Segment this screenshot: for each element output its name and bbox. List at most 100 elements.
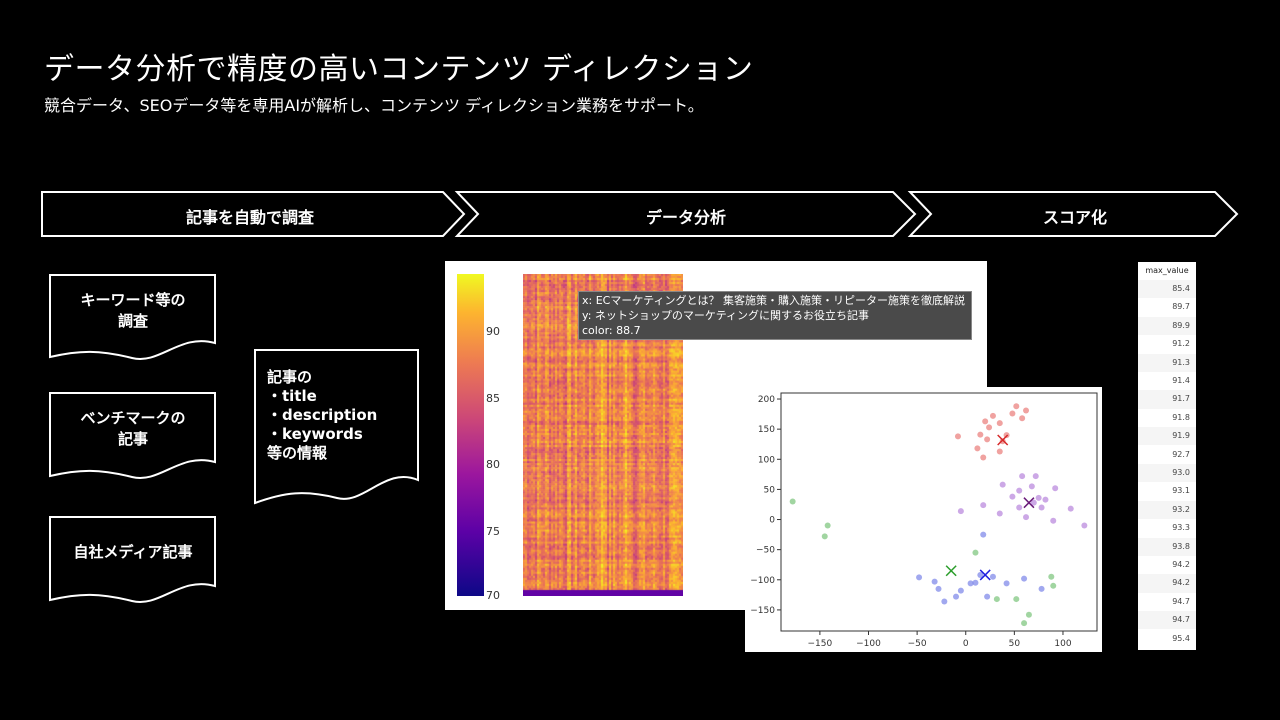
table-row: 92.7: [1138, 445, 1196, 464]
colorbar-tick: 75: [486, 525, 500, 538]
table-row: 94.2: [1138, 574, 1196, 593]
table-row: 91.3: [1138, 353, 1196, 372]
table-row: 89.7: [1138, 298, 1196, 317]
y-tick-label: 100: [758, 455, 775, 465]
scatter-point: [1016, 487, 1023, 494]
table-row: 93.1: [1138, 482, 1196, 501]
info-line: 等の情報: [267, 444, 328, 462]
scatter-point: [1013, 403, 1020, 410]
scatter-point: [1038, 585, 1045, 592]
x-tick-label: 100: [1054, 639, 1071, 649]
scatter-point: [1050, 517, 1057, 524]
scatter-point: [996, 510, 1003, 517]
table-row: 85.4: [1138, 280, 1196, 299]
scatter-panel: −150 −100 −50 0 50 100 200 150 100 50 0 −50 −100 −150: [745, 387, 1102, 652]
scatter-point: [977, 571, 984, 578]
step-label-1: 記事を自動で調査: [185, 208, 314, 227]
doc-shape-1: [49, 274, 216, 360]
doc-keyword-line2: 調査: [117, 312, 148, 330]
scatter-point: [1021, 620, 1028, 627]
scatter-point: [1023, 514, 1030, 521]
doc-benchmark-line2: 記事: [117, 430, 148, 448]
info-line: ・keywords: [267, 425, 363, 443]
scatter-point: [1021, 575, 1028, 582]
info-line: ・description: [267, 406, 378, 424]
y-tick-label: −100: [750, 576, 775, 586]
table-row: 93.0: [1138, 464, 1196, 483]
scatter-point: [989, 412, 996, 419]
table-row: 93.8: [1138, 537, 1196, 556]
scatter-point: [935, 585, 942, 592]
doc-keyword-line1: キーワード等の: [80, 291, 186, 309]
step-arrow-3: [907, 191, 1239, 237]
scatter-point: [789, 498, 796, 505]
scatter-point: [916, 574, 923, 581]
scatter-point: [957, 508, 964, 515]
scatter-point: [1016, 504, 1023, 511]
scatter-point: [993, 596, 1000, 603]
scatter-point: [1032, 473, 1039, 480]
y-tick-label: −50: [756, 546, 775, 556]
centroid-marker: [979, 569, 991, 581]
scatter-point: [1023, 407, 1030, 414]
doc-shape-2: [49, 392, 216, 479]
scatter-point: [1067, 505, 1074, 512]
step-arrow-1: [41, 191, 466, 237]
table-row: 93.2: [1138, 500, 1196, 519]
doc-shape-3: [49, 516, 216, 603]
score-table: max_value 85.4 89.7 89.9 91.2 91.3 91.4 91.7 91…: [1138, 262, 1196, 650]
tooltip-color: color: 88.7: [582, 324, 641, 337]
tooltip-x: x: ECマーケティングとは？ 集客施策・購入施策・リピーター施策を徹底解説: [582, 294, 965, 307]
y-tick-label: 200: [758, 395, 775, 405]
scatter-point: [972, 579, 979, 586]
scatter-point: [989, 573, 996, 580]
centroid-marker: [997, 434, 1009, 446]
scatter-point: [1030, 499, 1037, 506]
scatter-point: [1019, 415, 1026, 422]
scatter-point: [953, 593, 960, 600]
scatter-point: [982, 418, 989, 425]
y-tick-label: −150: [750, 606, 775, 616]
scatter-point: [1009, 410, 1016, 417]
scatter-point: [967, 580, 974, 587]
scatter-point: [972, 549, 979, 556]
colorbar-tick: 85: [486, 392, 500, 405]
scatter-point: [1081, 522, 1088, 529]
table-row: 91.4: [1138, 372, 1196, 391]
x-tick-label: 0: [963, 639, 969, 649]
scatter-point: [984, 593, 991, 600]
scatter-point: [821, 533, 828, 540]
scatter-point: [931, 578, 938, 585]
colorbar-tick: 90: [486, 325, 500, 338]
y-tick-label: 0: [769, 516, 775, 526]
scatter-point: [1019, 473, 1026, 480]
scatter-point: [954, 433, 961, 440]
scatter-point: [824, 522, 831, 529]
centroid-marker: [945, 565, 957, 577]
scatter-point: [1052, 485, 1059, 492]
step-arrow-2: [454, 191, 917, 237]
info-line: ・title: [267, 387, 317, 405]
table-row: 94.7: [1138, 592, 1196, 611]
scatter-plot: −150 −100 −50 0 50 100 200 150 100 50 0 −50 −100 −150: [750, 392, 1098, 649]
centroid-marker: [1023, 497, 1035, 509]
table-row: 91.2: [1138, 335, 1196, 354]
scatter-point: [996, 420, 1003, 427]
scatter-point: [1013, 596, 1020, 603]
scatter-point: [999, 438, 1006, 445]
table-row: 91.7: [1138, 390, 1196, 409]
doc-own-media: 自社メディア記事: [52, 542, 214, 563]
scatter-point: [957, 587, 964, 594]
y-tick-label: 50: [764, 485, 776, 495]
scatter-point: [1048, 573, 1055, 580]
page-title: データ分析で精度の高いコンテンツ ディレクション: [44, 52, 754, 87]
doc-benchmark-line1: ベンチマークの: [80, 409, 186, 427]
heatmap-colorbar: [457, 274, 484, 596]
page-subtitle: 競合データ、SEOデータ等を専用AIが解析し、コンテンツ ディレクション業務をサ…: [44, 96, 704, 115]
table-row: 91.8: [1138, 408, 1196, 427]
scatter-axes: [780, 392, 1098, 632]
scatter-point: [1042, 496, 1049, 503]
doc-own-media-line1: 自社メディア記事: [73, 543, 193, 561]
doc-keyword: キーワード等の 調査: [52, 290, 214, 332]
